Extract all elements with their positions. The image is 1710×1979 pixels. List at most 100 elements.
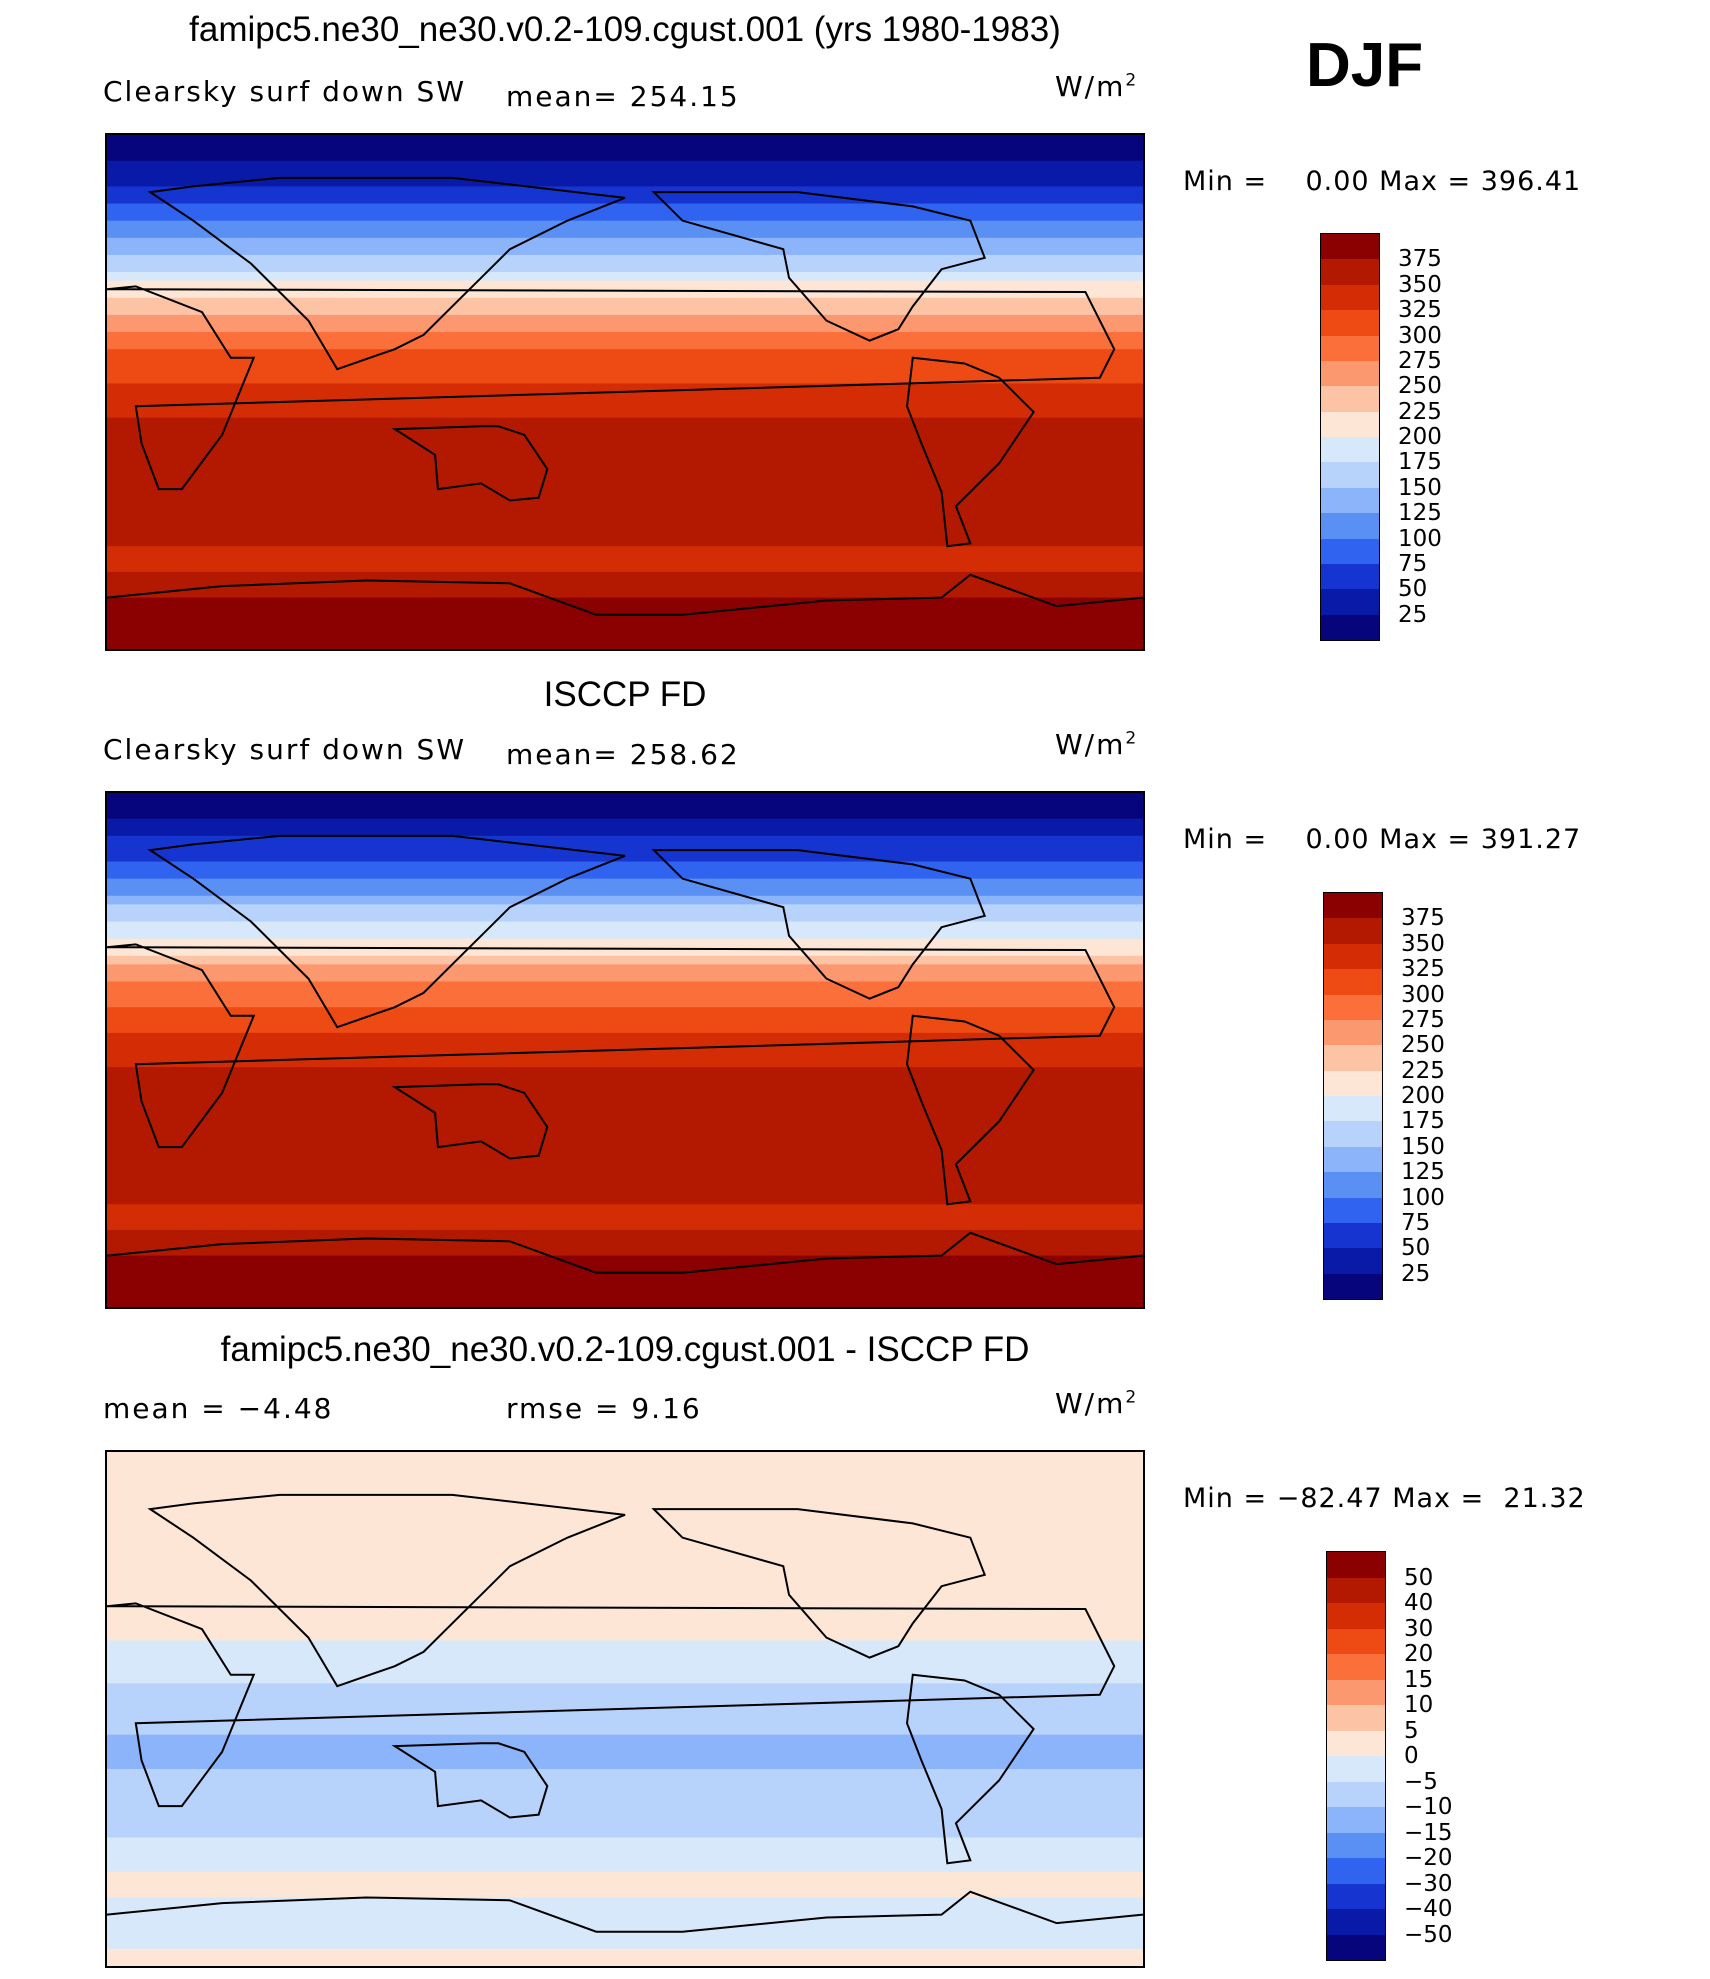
map-band [107,383,1143,393]
map-band [107,1554,1143,1565]
map-band [107,912,1143,923]
map-band [107,1828,1143,1839]
map-band [107,930,1143,940]
map-band [107,297,1143,308]
map-band [107,1923,1143,1933]
coastline [391,425,549,502]
map-band [107,494,1143,505]
colorbar-swatch [1327,1603,1385,1629]
colorbar-tick-label: 250 [1401,1032,1445,1059]
panel-1-map-svg [107,135,1143,649]
map-band [107,374,1143,385]
map-band [107,332,1143,342]
colorbar-swatch [1321,284,1379,311]
colorbar-swatch [1324,893,1382,919]
colorbar-swatch [1321,386,1379,412]
panel-2-map [105,791,1145,1309]
map-band [107,1477,1143,1488]
colorbar-tick-label: 300 [1398,322,1442,349]
map-band [107,1691,1143,1702]
map-band [107,1906,1143,1916]
map-band [107,1606,1143,1616]
map-band [107,1075,1143,1086]
map-band [107,203,1143,214]
map-band [107,1204,1143,1214]
map-band [107,1880,1143,1890]
map-band [107,589,1143,599]
coastline [391,1083,549,1160]
map-band [107,177,1143,188]
colorbar-swatch [1324,1248,1382,1274]
map-band [107,1854,1143,1865]
colorbar-swatch [1327,1705,1385,1731]
colorbar-tick-label: 200 [1398,424,1442,450]
map-band [107,1537,1143,1548]
colorbar-tick-label: 50 [1401,1235,1431,1262]
panel-3-map [105,1450,1145,1968]
map-band [107,964,1143,974]
map-band [107,878,1143,889]
map-band [107,340,1143,351]
map-band [107,1563,1143,1573]
map-band [107,1571,1143,1582]
panel-1-title: famipc5.ne30_ne30.v0.2-109.cgust.001 (yr… [189,10,1061,49]
coastline [147,834,626,1029]
colorbar-tick-label: 100 [1401,1184,1445,1211]
colorbar-tick-label: 275 [1398,347,1442,374]
map-band [107,1666,1143,1676]
colorbar-swatch [1321,487,1379,514]
map-band [107,503,1143,513]
map-band [107,580,1143,591]
colorbar-swatch [1327,1756,1385,1782]
map-band [107,1195,1143,1206]
map-band [107,1041,1143,1051]
map-band [107,426,1143,436]
colorbar-swatch [1324,918,1382,944]
map-band [107,314,1143,325]
units-text: W/m [1055,70,1126,103]
colorbar-swatch [1327,1628,1385,1654]
colorbar-tick-label: −40 [1404,1896,1453,1922]
units-exponent: 2 [1125,1387,1139,1408]
colorbar-swatch [1324,1146,1382,1173]
colorbar-swatch [1321,411,1379,437]
map-band [107,400,1143,411]
panel-2-minmax: Min = 0.00 Max = 391.27 [1183,824,1582,855]
map-band [107,1786,1143,1796]
colorbar-swatch [1321,437,1379,463]
map-band [107,1050,1143,1060]
map-band [107,409,1143,419]
colorbar-tick-label: 225 [1401,1057,1445,1084]
map-band [107,511,1143,522]
map-band [107,1580,1143,1591]
panel-2-title: ISCCP FD [543,675,707,714]
map-band [107,1264,1143,1274]
map-band [107,1657,1143,1668]
colorbar-swatch [1327,1781,1385,1807]
colorbar-tick-label: 40 [1404,1590,1434,1616]
map-band [107,1777,1143,1788]
map-band [107,1212,1143,1223]
map-band [107,306,1143,316]
panel-3-rmse-label: rmse = 9.16 [506,1392,702,1425]
map-band [107,1118,1143,1129]
colorbar-swatch [1321,462,1379,488]
map-band [107,289,1143,299]
units-text: W/m [1055,1387,1126,1420]
panel-2-colorbar [1323,892,1383,1300]
map-band [107,1709,1143,1719]
map-band [107,827,1143,837]
map-band [107,861,1143,872]
map-band [107,1511,1143,1522]
panel-2-units: W/m2 [1055,728,1138,761]
colorbar-swatch [1321,335,1379,361]
map-band [107,895,1143,906]
panel-1-minmax: Min = 0.00 Max = 396.41 [1183,166,1582,197]
colorbar-swatch [1321,563,1379,590]
coastline [391,1742,549,1819]
map-band [107,955,1143,966]
map-band [107,220,1143,231]
colorbar-swatch [1327,1577,1385,1603]
map-band [107,571,1143,582]
map-band [107,1247,1143,1257]
